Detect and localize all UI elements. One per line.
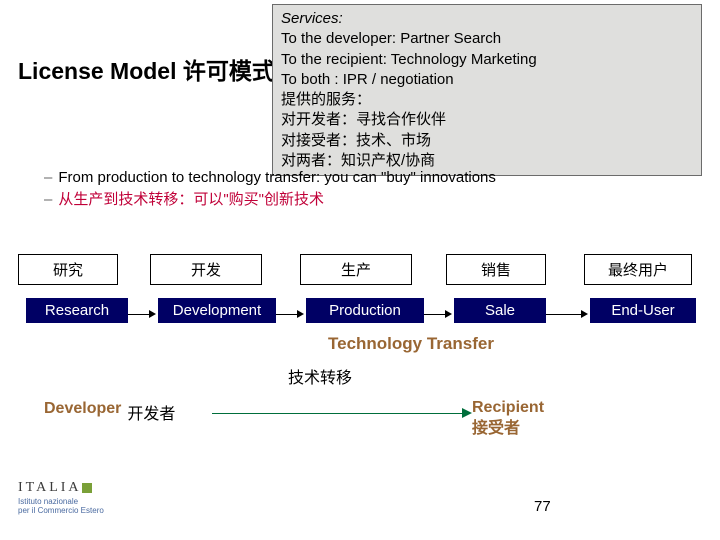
developer-to-recipient-arrow [212, 408, 472, 418]
services-line: 对接受者：技术、市场 [281, 131, 693, 151]
chain-box-cn: 研究 [18, 254, 118, 285]
chain-box-cn: 生产 [300, 254, 412, 285]
bullet-item: –From production to technology transfer:… [44, 168, 496, 188]
developer-label-en: Developer [44, 400, 121, 418]
services-line: 对开发者：寻找合作伙伴 [281, 110, 693, 130]
services-line: To both : IPR / negotiation [281, 70, 693, 90]
services-line: 提供的服务： [281, 90, 693, 110]
services-line: To the developer: Partner Search [281, 29, 693, 49]
footer-logo: ITALIA Istituto nazionale per il Commerc… [18, 480, 104, 516]
bullet-text: 从生产到技术转移：可以"购买"创新技术 [58, 191, 324, 208]
chain-box-cn: 最终用户 [584, 254, 692, 285]
logo-text: ITALIA [18, 480, 104, 496]
services-callout-box: Services: To the developer: Partner Sear… [272, 4, 702, 176]
tech-transfer-label-cn: 技术转移 [288, 364, 352, 388]
bullet-item: –从生产到技术转移：可以"购买"创新技术 [44, 190, 324, 210]
chain-arrow-icon [546, 310, 588, 318]
recipient-label-en: Recipient [472, 398, 544, 419]
bullet-text: From production to technology transfer: … [58, 169, 496, 186]
bullet-dash-icon: – [44, 169, 58, 186]
services-line: To the recipient: Technology Marketing [281, 50, 693, 70]
chain-box-en: End-User [590, 298, 696, 323]
services-header: Services: [281, 9, 693, 29]
page-number: 77 [534, 498, 551, 515]
chain-box-cn: 开发 [150, 254, 262, 285]
arrow-line [212, 413, 462, 414]
developer-label-row: Developer 开发者 [44, 400, 175, 424]
recipient-label: Recipient 接受者 [472, 398, 544, 440]
chain-arrow-icon [276, 310, 304, 318]
chain-arrow-icon [424, 310, 452, 318]
logo-subtitle: Istituto nazionale per il Commercio Este… [18, 498, 104, 516]
chain-arrow-icon [128, 310, 156, 318]
chain-box-en: Sale [454, 298, 546, 323]
arrow-head-icon [462, 408, 472, 418]
chain-box-en: Development [158, 298, 276, 323]
chain-box-en: Production [306, 298, 424, 323]
services-lines: To the developer: Partner SearchTo the r… [281, 29, 693, 171]
developer-label-cn: 开发者 [121, 400, 175, 424]
recipient-label-cn: 接受者 [472, 419, 544, 440]
bullet-dash-icon: – [44, 191, 58, 208]
slide-title: License Model 许可模式 [18, 52, 275, 86]
tech-transfer-label-en: Technology Transfer [328, 334, 494, 354]
chain-box-en: Research [26, 298, 128, 323]
chain-box-cn: 销售 [446, 254, 546, 285]
logo-square-icon [82, 483, 92, 493]
